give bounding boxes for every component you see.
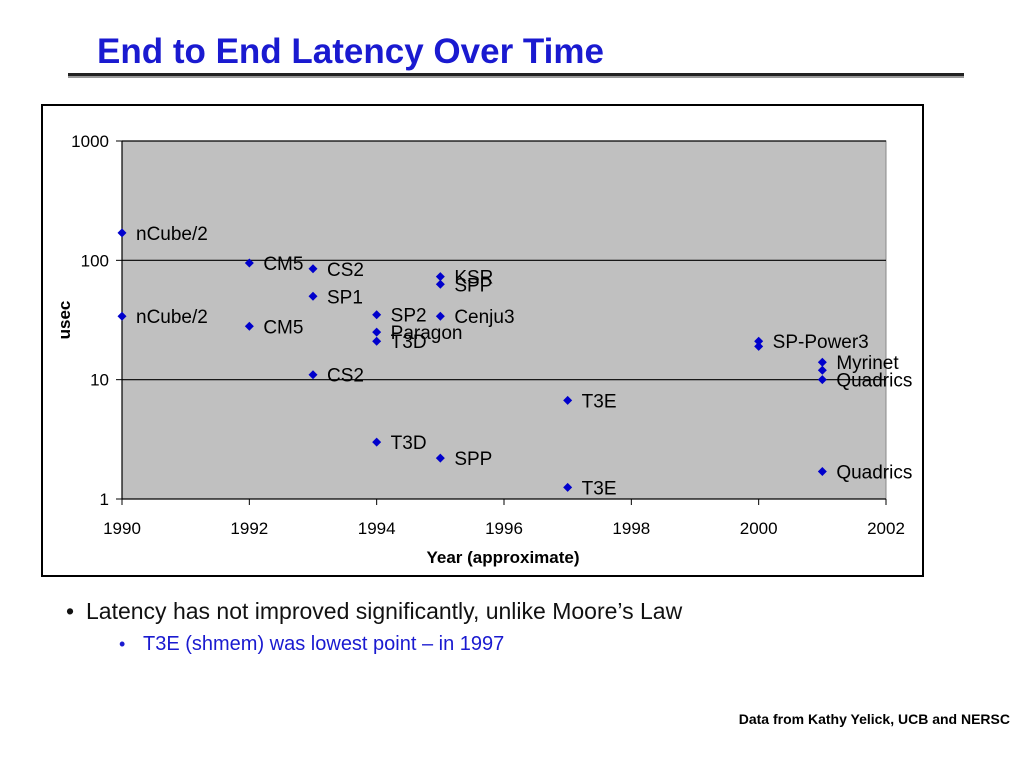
data-label: CM5 xyxy=(263,254,303,275)
data-label: CS2 xyxy=(327,260,364,281)
data-point xyxy=(435,311,445,321)
data-label: SPP xyxy=(454,449,492,470)
data-point xyxy=(435,453,445,463)
data-label: CM5 xyxy=(263,317,303,338)
chart-frame: 1 10 100 1000 1990 1992 1994 1996 1998 2000 2002 n… xyxy=(41,104,924,577)
data-point xyxy=(308,370,318,380)
y-tick-label: 100 xyxy=(81,251,109,270)
data-point xyxy=(817,375,827,385)
data-point xyxy=(754,336,764,346)
data-point xyxy=(435,272,445,282)
data-label: SP-Power3 xyxy=(773,332,869,353)
data-point xyxy=(372,437,382,447)
x-tick-label: 1996 xyxy=(485,519,523,538)
data-point xyxy=(308,291,318,301)
data-label: nCube/2 xyxy=(136,307,208,328)
x-tick-label: 2002 xyxy=(867,519,905,538)
plot-area xyxy=(121,140,887,500)
data-point xyxy=(435,279,445,289)
x-tick-label: 1998 xyxy=(612,519,650,538)
data-point xyxy=(244,258,254,268)
y-tick-label: 1000 xyxy=(71,132,109,151)
data-point xyxy=(117,311,127,321)
title-underline xyxy=(68,73,964,76)
x-tick-label: 2000 xyxy=(740,519,778,538)
y-tick-label: 1 xyxy=(100,490,109,509)
data-label: Myrinet xyxy=(836,353,899,374)
data-label: Quadrics xyxy=(836,462,912,483)
data-label: SP1 xyxy=(327,287,363,308)
data-point xyxy=(117,228,127,238)
data-label: Paragon xyxy=(391,323,463,344)
data-label: SPP xyxy=(454,275,492,296)
data-point xyxy=(372,327,382,337)
y-axis-label: usec xyxy=(55,301,74,340)
latency-scatter-chart: 1 10 100 1000 1990 1992 1994 1996 1998 2000 2002 n… xyxy=(55,132,912,567)
slide-title: End to End Latency Over Time xyxy=(97,32,604,71)
data-point xyxy=(244,321,254,331)
bullet-item: Latency has not improved significantly, … xyxy=(62,596,1002,626)
data-label: Cenju3 xyxy=(454,307,514,328)
sub-bullet-item: T3E (shmem) was lowest point – in 1997 xyxy=(117,630,1002,658)
data-label: T3E xyxy=(582,391,617,412)
x-axis-label: Year (approximate) xyxy=(426,548,579,567)
y-tick-label: 10 xyxy=(90,371,109,390)
data-point xyxy=(563,482,573,492)
data-label: Quadrics xyxy=(836,371,912,392)
bullet-list: Latency has not improved significantly, … xyxy=(62,596,1002,658)
x-tick-label: 1994 xyxy=(358,519,396,538)
data-label: nCube/2 xyxy=(136,224,208,245)
data-label: CS2 xyxy=(327,366,364,387)
data-label: T3D xyxy=(391,433,427,454)
data-point xyxy=(308,264,318,274)
x-tick-label: 1990 xyxy=(103,519,141,538)
data-point xyxy=(372,310,382,320)
x-tick-label: 1992 xyxy=(230,519,268,538)
data-point xyxy=(754,341,764,351)
data-credit: Data from Kathy Yelick, UCB and NERSC xyxy=(738,711,1010,727)
data-point xyxy=(817,357,827,367)
data-point xyxy=(372,336,382,346)
data-point xyxy=(563,395,573,405)
data-label: KSR xyxy=(454,268,493,289)
data-label: SP2 xyxy=(391,306,427,327)
data-point xyxy=(817,466,827,476)
data-point xyxy=(817,365,827,375)
data-label: T3E xyxy=(582,478,617,499)
data-label: T3D xyxy=(391,332,427,353)
